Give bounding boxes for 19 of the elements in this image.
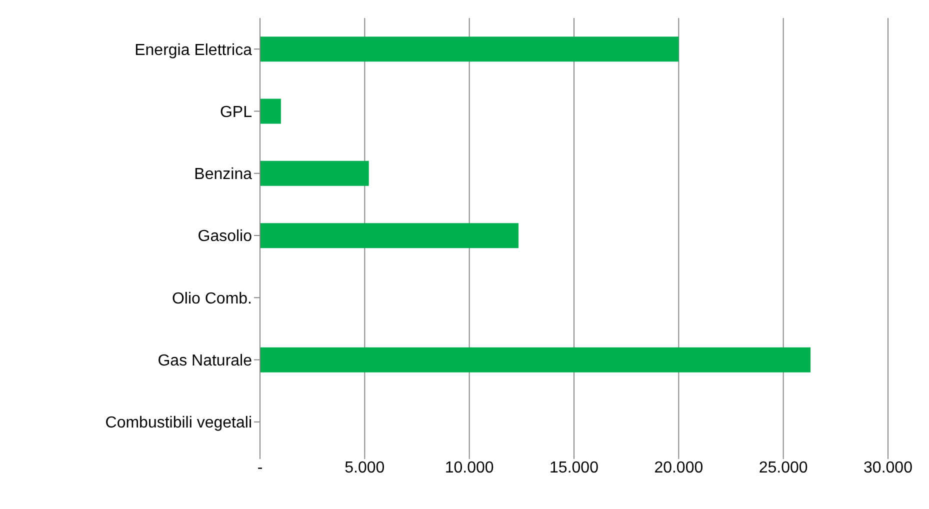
- y-tick-label: Benzina: [194, 166, 252, 184]
- y-tick-label: Olio Comb.: [172, 290, 252, 308]
- x-tick-label: 15.000: [550, 459, 599, 476]
- x-tick-label: 20.000: [654, 459, 704, 476]
- bar: [260, 160, 369, 186]
- bar: [260, 36, 679, 62]
- x-tick-label: 30.000: [864, 459, 913, 476]
- y-tick-label: GPL: [220, 104, 252, 121]
- y-tick-label: Energia Elettrica: [134, 42, 252, 59]
- x-tick-label: 25.000: [758, 459, 808, 476]
- y-tick-label: Combustibili vegetali: [105, 414, 252, 432]
- bar: [260, 223, 519, 248]
- bar: [260, 347, 811, 372]
- x-tick-label: 5.000: [344, 459, 385, 476]
- y-tick-label: Gasolio: [198, 228, 252, 246]
- x-tick-label: 10.000: [444, 459, 494, 476]
- y-tick-label: Gas Naturale: [158, 352, 252, 370]
- x-tick-label: -: [257, 459, 263, 476]
- bar: [260, 98, 281, 124]
